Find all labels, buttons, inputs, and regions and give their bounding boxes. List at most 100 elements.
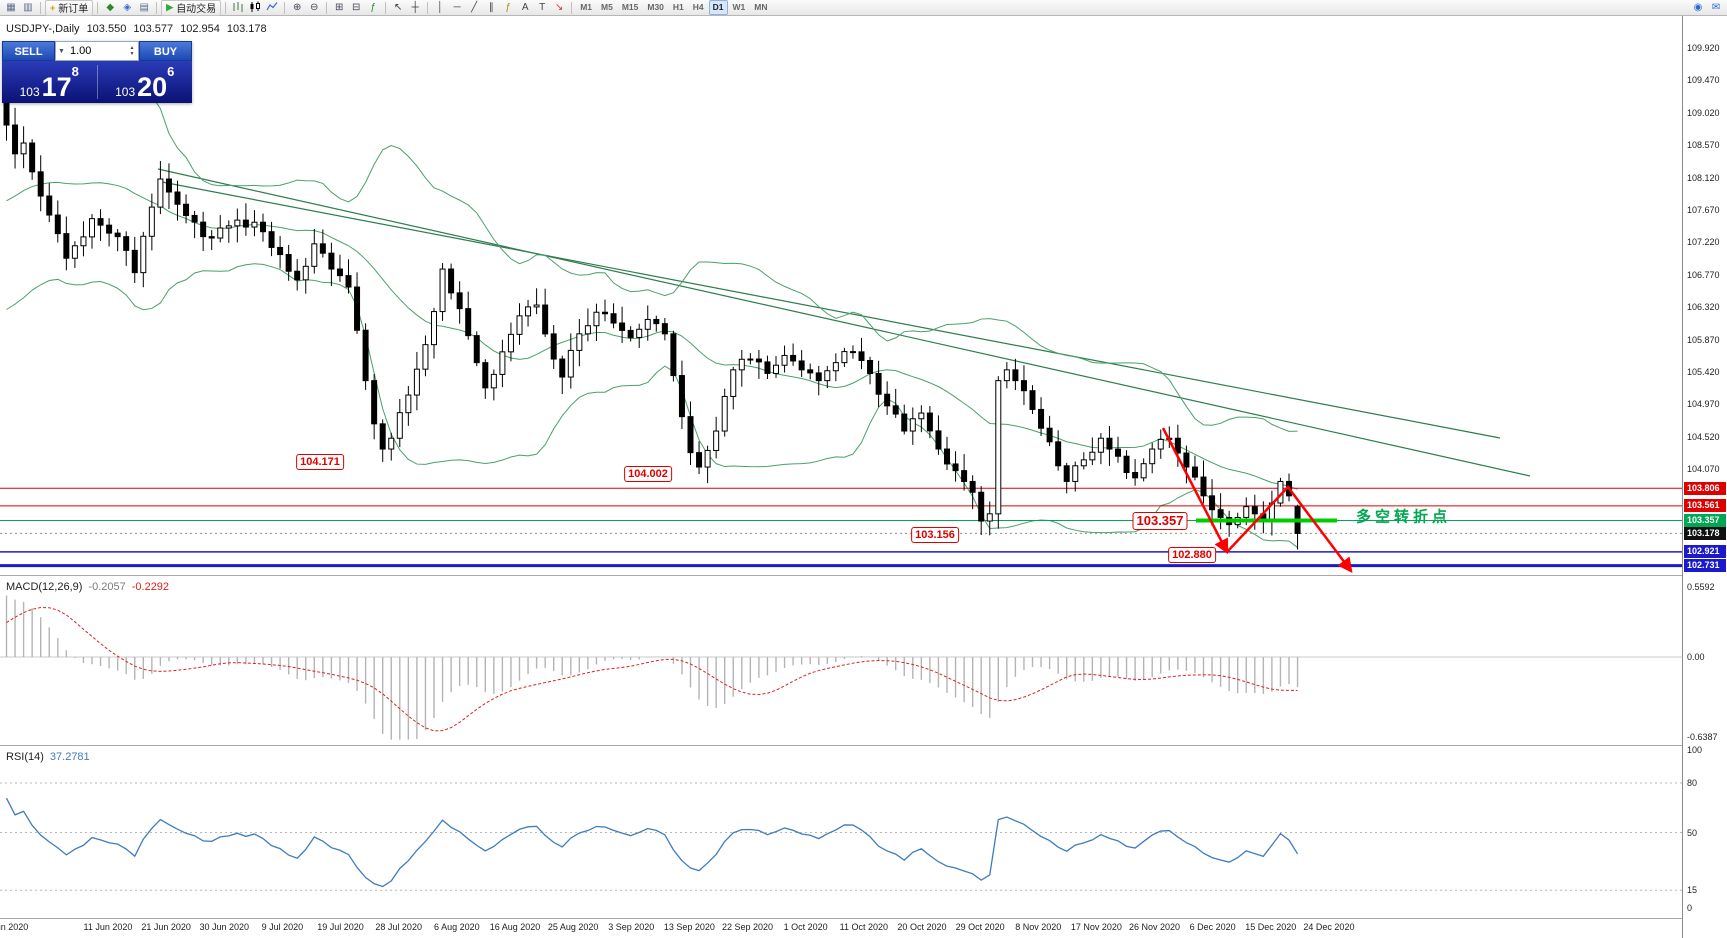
price-annotation-label[interactable]: 103.357 <box>1132 511 1188 530</box>
line-chart-icon[interactable] <box>264 1 280 15</box>
projection-arrow-down-1[interactable] <box>1161 427 1229 555</box>
macd-signal-line <box>6 607 1298 732</box>
autotrading-button[interactable]: ▶ 自动交易 <box>161 0 222 16</box>
buy-button[interactable]: BUY <box>139 41 192 61</box>
price-annotation-label[interactable]: 103.156 <box>911 527 959 543</box>
date-axis-label: 28 Jul 2020 <box>375 922 422 932</box>
sell-button[interactable]: SELL <box>2 41 55 61</box>
tile-windows-icon[interactable]: ⊞ <box>334 1 344 13</box>
price-axis-marker: 103.561 <box>1684 499 1726 513</box>
chart-canvas[interactable] <box>0 16 1682 575</box>
equidistant-channel-icon[interactable]: ∥ <box>488 1 494 13</box>
trendline[interactable] <box>161 181 1501 439</box>
toolbar-separator <box>40 1 41 14</box>
horizontal-line-icon[interactable]: ─ <box>453 1 461 13</box>
timeframe-m5-button[interactable]: M5 <box>601 2 613 12</box>
trendline[interactable] <box>157 168 1531 477</box>
time-axis[interactable]: 1 Jun 2020 11 Jun 2020 21 Jun 2020 30 Jun 2… <box>0 918 1682 938</box>
panel-separator[interactable] <box>0 575 1727 576</box>
date-axis-label: 30 Jun 2020 <box>199 922 250 932</box>
new-order-button[interactable]: + 新订单 <box>45 0 94 16</box>
sell-price[interactable]: 103 17 8 <box>2 64 97 103</box>
projection-arrow-zigzag[interactable] <box>1226 485 1353 573</box>
cursor-icon[interactable]: ↖ <box>393 1 403 13</box>
price-divider <box>96 65 98 99</box>
vertical-line-icon[interactable]: │ <box>437 1 444 13</box>
bar-chart-icon[interactable] <box>230 1 246 15</box>
chart-profiles-icon[interactable]: ▥ <box>23 1 33 13</box>
timeframe-d1-button[interactable]: D1 <box>708 0 728 15</box>
community-mail-icon[interactable]: ✉ <box>1711 1 1721 13</box>
volume-down-arrow[interactable]: ▼ <box>129 51 135 57</box>
panel-separator[interactable] <box>0 745 1727 746</box>
timeframe-m15-button[interactable]: M15 <box>621 2 639 12</box>
text-icon[interactable]: A <box>521 1 529 13</box>
timeframe-w1-button[interactable]: W1 <box>732 2 746 12</box>
notifications-icon[interactable]: ◉ <box>1693 1 1703 13</box>
crosshair-icon[interactable]: ┼ <box>411 1 419 13</box>
new-chart-icon[interactable]: ▦ <box>6 1 16 13</box>
timeframe-h1-button[interactable]: H1 <box>672 2 684 12</box>
fibonacci-icon[interactable]: ƒ <box>505 1 511 13</box>
price-axis-tick: 109.020 <box>1687 107 1720 118</box>
toolbar-separator <box>225 1 227 14</box>
buy-price-pips: 20 <box>137 72 168 102</box>
date-axis-label: 3 Sep 2020 <box>608 922 655 932</box>
price-axis-tick: 104.070 <box>1687 464 1720 475</box>
price-annotation-label[interactable]: 104.171 <box>296 453 344 470</box>
macd-panel[interactable] <box>0 575 1682 745</box>
volume-dropdown-caret[interactable]: ▼ <box>58 47 65 55</box>
price-axis-marker: 103.178 <box>1684 526 1726 540</box>
timeframe-h4-button[interactable]: H4 <box>692 2 704 12</box>
terminal-window-icon[interactable]: ▤ <box>139 1 149 13</box>
market-watch-icon[interactable]: ◆ <box>106 1 115 13</box>
timeframe-m30-button[interactable]: M30 <box>647 2 664 12</box>
price-axis-tick: 108.120 <box>1687 172 1720 183</box>
price-axis-tick: 105.870 <box>1687 334 1720 345</box>
price-annotation-label[interactable]: 102.880 <box>1168 546 1216 563</box>
volume-input[interactable]: ▼ 1.00 ▲ ▼ <box>55 41 139 61</box>
timeframe-m1-button[interactable]: M1 <box>580 2 592 12</box>
panel-separator[interactable] <box>0 918 1727 919</box>
macd-signal-value: -0.2292 <box>131 581 170 593</box>
macd-main-value: -0.2057 <box>88 581 126 593</box>
volume-up-arrow[interactable]: ▲ <box>129 45 135 51</box>
zoom-in-icon[interactable]: ⊕ <box>292 1 302 13</box>
date-axis-label: 16 Aug 2020 <box>489 922 541 932</box>
date-axis-label: 1 Oct 2020 <box>783 922 828 932</box>
indicators-icon[interactable]: ƒ <box>370 1 376 13</box>
data-window-icon[interactable]: ◈ <box>123 1 132 13</box>
price-axis-tick: 104.970 <box>1687 399 1720 410</box>
date-axis-label: 24 Dec 2020 <box>1303 922 1355 932</box>
text-label-icon[interactable]: T <box>539 1 546 13</box>
date-axis-label: 22 Sep 2020 <box>722 922 774 932</box>
price-annotation-label[interactable]: 104.002 <box>624 466 672 483</box>
rsi-name: RSI(14) <box>6 751 44 763</box>
symbol-name: USDJPY-,Daily <box>6 23 80 35</box>
candlestick-chart-icon[interactable] <box>247 1 263 15</box>
volume-value: 1.00 <box>70 45 92 57</box>
rsi-axis-tick: 100 <box>1687 745 1703 755</box>
annotation-text: 多空转折点 <box>1356 508 1452 526</box>
timeframe-mn-button[interactable]: MN <box>754 2 768 12</box>
toolbar-separator <box>156 1 158 14</box>
date-axis-label: 21 Jun 2020 <box>141 922 191 932</box>
price-axis[interactable]: 109.920 109.470 109.020 108.570 108.120 107.6… <box>1682 16 1727 938</box>
rsi-label: RSI(14) 37.2781 <box>6 751 90 763</box>
price-axis-tick: 109.470 <box>1687 75 1720 86</box>
buy-price[interactable]: 103 20 6 <box>98 64 193 103</box>
price-axis-tick: 106.770 <box>1687 269 1720 280</box>
arrows-icon[interactable]: ↘ <box>554 1 564 13</box>
zoom-out-icon[interactable]: ⊖ <box>309 1 319 13</box>
buy-price-figure: 103 <box>115 85 136 99</box>
sell-price-figure: 103 <box>19 85 40 99</box>
price-axis-tick: 108.570 <box>1687 140 1720 151</box>
price-axis-tick: 105.420 <box>1687 367 1720 377</box>
toolbar-separator <box>326 1 328 14</box>
rsi-panel[interactable] <box>0 745 1682 918</box>
trendline-icon[interactable]: ╱ <box>471 1 478 13</box>
symbol-ohlc-header: USDJPY-,Daily 103.550 103.577 102.954 103.17… <box>6 23 274 35</box>
auto-arrange-icon[interactable]: ⊟ <box>351 1 361 13</box>
date-axis-label: 6 Dec 2020 <box>1189 922 1236 932</box>
